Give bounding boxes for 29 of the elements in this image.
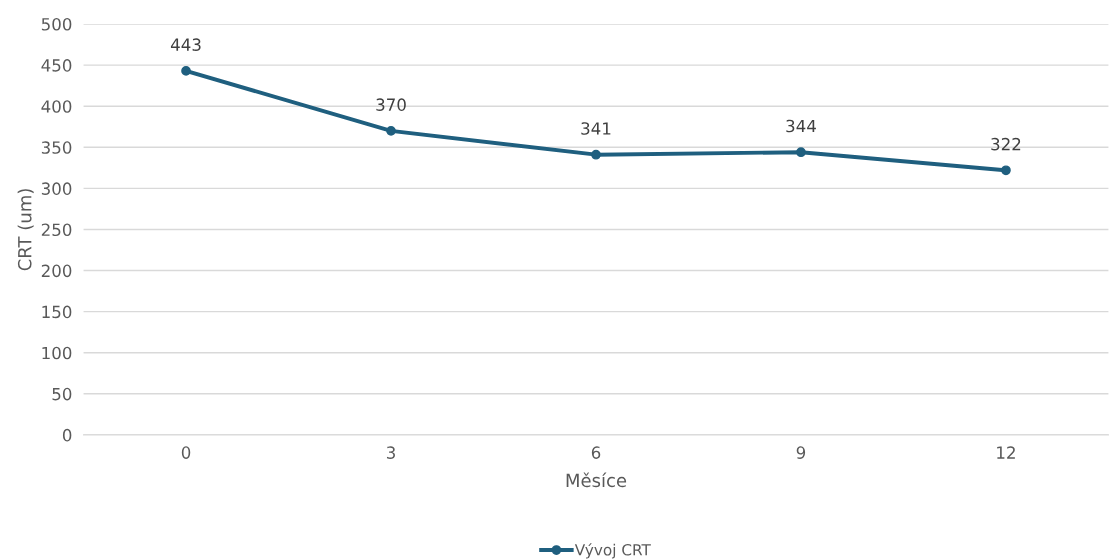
data-label: 370 — [376, 98, 406, 111]
y-tick-label: 250 — [41, 223, 72, 237]
y-tick-label: 450 — [41, 59, 72, 72]
point — [386, 126, 396, 136]
x-axis-title: Měsíce — [566, 472, 627, 488]
y-tick-label: 0 — [62, 428, 72, 442]
x-tick-label: 0 — [181, 446, 191, 459]
y-tick-label: 400 — [41, 100, 72, 113]
y-tick-label: 100 — [42, 346, 72, 360]
x-tick-label: 3 — [386, 446, 395, 459]
y-axis-title: CRT (um) — [17, 189, 34, 271]
x-tick-label: 9 — [796, 446, 806, 459]
legend-label: Vývoj CRT — [574, 543, 651, 559]
y-tick-label: 300 — [41, 182, 72, 195]
y-tick-label: 50 — [52, 387, 72, 401]
y-tick-label: 150 — [42, 305, 72, 319]
x-tick-label: 12 — [997, 446, 1015, 459]
data-label: 443 — [170, 38, 201, 51]
x-tick-label: 6 — [591, 446, 601, 459]
y-tick-label: 200 — [41, 264, 72, 278]
y-tick-label: 500 — [41, 18, 72, 31]
point — [796, 147, 806, 158]
data-label: 341 — [581, 122, 611, 135]
data-label: 322 — [991, 137, 1021, 151]
point — [1001, 165, 1011, 176]
point — [591, 149, 601, 160]
y-tick-label: 350 — [41, 141, 72, 154]
data-label: 344 — [786, 119, 816, 133]
point — [181, 66, 191, 76]
